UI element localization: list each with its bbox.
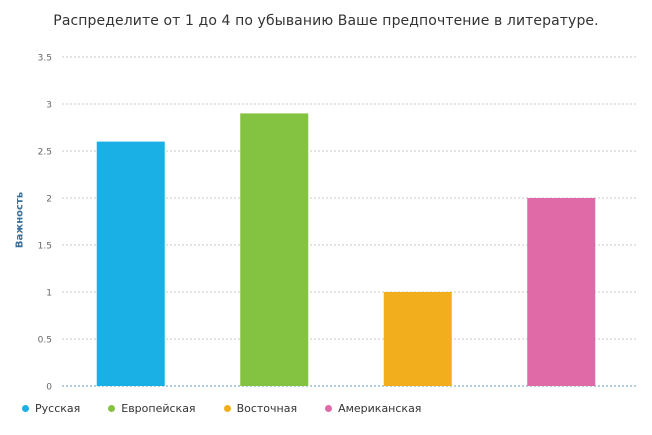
y-tick-label: 0	[46, 383, 52, 393]
legend-marker	[22, 404, 29, 412]
legend: Русская Европейская Восточная Американская	[22, 400, 449, 416]
legend-marker	[325, 404, 333, 412]
legend-item[interactable]: Русская	[22, 402, 80, 415]
bar	[240, 113, 309, 387]
y-tick-label: 3	[46, 101, 52, 111]
legend-label: Американская	[338, 401, 422, 415]
y-tick-label: 1	[46, 289, 52, 299]
legend-marker	[223, 404, 231, 412]
legend-label: Русская	[35, 401, 81, 415]
legend-label: Восточная	[236, 401, 298, 415]
bar	[527, 198, 596, 386]
legend-item[interactable]: Европейская	[108, 401, 196, 415]
y-tick-label: 1.5	[38, 242, 52, 252]
y-tick-label: 0.5	[38, 336, 52, 346]
y-tick-label: 3.5	[38, 54, 52, 64]
y-tick-label: 2.5	[38, 148, 52, 158]
chart-title: Распределите от 1 до 4 по убыванию Ваше …	[53, 13, 599, 29]
bar	[383, 292, 452, 386]
legend-item[interactable]: Американская	[325, 402, 421, 415]
y-tick-label: 2	[46, 195, 52, 205]
legend-item[interactable]: Восточная	[223, 401, 298, 415]
bar	[96, 141, 165, 386]
legend-label: Европейская	[121, 401, 196, 415]
legend-marker	[108, 404, 116, 412]
